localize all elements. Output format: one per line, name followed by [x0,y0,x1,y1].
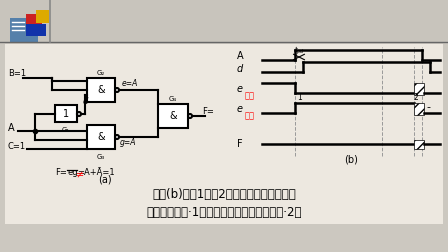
Text: e: e [237,84,243,94]
Text: A: A [8,123,15,133]
Text: A: A [237,51,244,61]
Text: &: & [169,111,177,121]
Text: 丟丟: 丟丟 [245,111,255,120]
Text: G₄: G₄ [169,96,177,102]
Bar [36,10,49,23]
Text: G₂: G₂ [97,70,105,76]
Text: e: e [237,104,243,114]
Text: eg: eg [67,168,78,177]
FancyBboxPatch shape [55,105,77,122]
Text: 是与非门，在·1处没有发生险象现象，而在·2处: 是与非门，在·1处没有发生险象现象，而在·2处 [146,205,302,218]
Text: 1: 1 [297,93,302,102]
Text: 在图(b)中的1处和2处均存在竞争，但由于: 在图(b)中的1处和2处均存在竞争，但由于 [152,188,296,202]
FancyBboxPatch shape [87,78,115,102]
Text: B=1: B=1 [8,69,26,78]
FancyBboxPatch shape [87,125,115,149]
Text: d: d [237,64,243,74]
Text: F: F [237,139,243,149]
Text: G₃: G₃ [97,154,105,160]
Bar [10,18,38,42]
Text: g=Ā: g=Ā [120,137,137,147]
Circle shape [188,114,192,118]
FancyBboxPatch shape [158,104,188,128]
Text: G₁: G₁ [62,127,70,133]
Text: F=: F= [55,168,67,177]
Text: F=: F= [202,107,214,116]
Bar [414,83,424,95]
Bar [414,103,424,115]
Text: -: - [426,102,430,112]
Text: d: d [83,97,88,106]
Text: 1: 1 [63,109,69,119]
Text: 2: 2 [414,93,419,102]
Bar [26,24,46,36]
Text: 丟丟: 丟丟 [245,91,255,100]
Text: &: & [97,85,105,95]
Text: &: & [97,132,105,142]
Text: (a): (a) [98,174,112,184]
Text: $t_{pd}$: $t_{pd}$ [293,45,305,57]
Text: C=1: C=1 [8,142,26,151]
Circle shape [77,112,81,116]
Bar [414,140,424,149]
Circle shape [115,88,119,92]
Circle shape [115,135,119,139]
Text: ≠: ≠ [76,169,84,179]
Bar [26,14,42,28]
Bar [5,44,443,224]
Bar [0,0,448,42]
Text: e=A: e=A [122,79,138,88]
Text: =A+Ā=1: =A+Ā=1 [77,168,115,177]
Text: (b): (b) [344,154,358,164]
